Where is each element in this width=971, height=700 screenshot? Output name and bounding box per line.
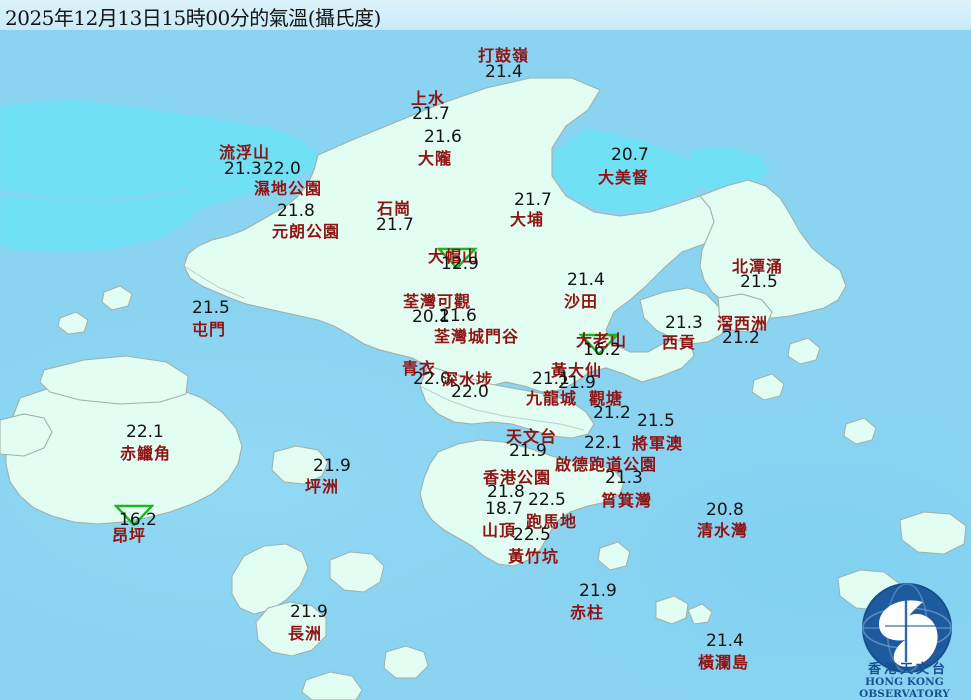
station-name: 跑馬地 <box>526 512 578 531</box>
station-temperature-value: 21.7 <box>514 190 552 210</box>
station-name: 大隴 <box>418 149 453 168</box>
station-temperature-value: 21.3 <box>665 313 703 333</box>
high-altitude-station-marker-icon <box>114 504 154 526</box>
station-temperature-value: 21.8 <box>277 201 315 221</box>
station-name: 青衣 <box>402 359 437 378</box>
logo-name-chinese: 香港天文台 <box>867 662 948 677</box>
station-temperature-value: 21.9 <box>579 581 617 601</box>
station-temperature-value: 20.8 <box>706 500 744 520</box>
station-name: 黃竹坑 <box>508 547 560 566</box>
landmass-kowloon <box>419 365 595 439</box>
high-altitude-station-marker-icon <box>579 333 619 355</box>
landmass-hong-kong-island <box>419 439 625 567</box>
station-name: 荃灣城門谷 <box>434 327 520 346</box>
page-title: 2025年12月13日15時00分的氣溫(攝氏度) <box>5 6 381 30</box>
station-name: 沙田 <box>564 292 599 311</box>
station-name: 長洲 <box>288 624 323 643</box>
shallow-water-areas <box>0 100 770 252</box>
station-name: 濕地公園 <box>254 179 323 198</box>
station-temperature-value: 18.7 <box>485 499 523 519</box>
landmass-sai-kung <box>639 179 847 345</box>
station-name: 將軍澳 <box>632 434 684 453</box>
station-temperature-value: 21.9 <box>509 441 547 461</box>
high-altitude-station-marker-icon <box>437 247 477 269</box>
station-name: 清水灣 <box>697 521 749 540</box>
station-temperature-value: 21.4 <box>567 270 605 290</box>
station-temperature-value: 21.3 <box>605 468 643 488</box>
station-name: 天文台 <box>506 427 558 446</box>
station-temperature-value: 21.3 <box>224 159 262 179</box>
hko-globe-logo <box>862 583 952 673</box>
station-name: 昂坪 <box>112 526 147 545</box>
station-temperature-value: 21.7 <box>412 104 450 124</box>
station-temperature-value: 16.2 <box>583 340 621 360</box>
station-name: 大帽山 <box>428 247 480 266</box>
station-temperature-value: 21.9 <box>558 373 596 393</box>
station-temperature-value: 21.4 <box>706 631 744 651</box>
station-temperature-value: 21.2 <box>593 403 631 423</box>
station-temperature-value: 21.2 <box>722 328 760 348</box>
coastline-detail <box>183 175 621 431</box>
station-temperature-value: 21.1 <box>532 369 570 389</box>
station-temperature-value: 21.6 <box>439 306 477 326</box>
logo-name-english: HONG KONG OBSERVATORY <box>859 676 950 700</box>
station-name: 九龍城 <box>526 389 578 408</box>
station-temperature-value: 22.1 <box>584 433 622 453</box>
station-name: 上水 <box>411 89 446 108</box>
station-temperature-value: 12.9 <box>441 254 479 274</box>
station-name: 黃大仙 <box>551 361 603 380</box>
station-temperature-value: 21.7 <box>376 215 414 235</box>
station-name: 山頂 <box>482 521 517 540</box>
station-name: 坪洲 <box>305 477 340 496</box>
station-name: 香港公園 <box>483 468 552 487</box>
station-name: 深水埗 <box>442 370 494 389</box>
title-bar <box>0 0 971 30</box>
station-name: 北潭涌 <box>732 257 784 276</box>
station-name: 元朗公園 <box>272 222 341 241</box>
station-temperature-value: 20.1 <box>412 307 450 327</box>
landmass-lantau <box>0 379 243 525</box>
station-name: 觀塘 <box>589 389 624 408</box>
station-name: 流浮山 <box>219 143 271 162</box>
station-temperature-value: 22.1 <box>126 422 164 442</box>
station-name: 大埔 <box>510 210 545 229</box>
station-name: 橫瀾島 <box>698 653 750 672</box>
station-name: 赤柱 <box>570 603 605 622</box>
station-temperature-value: 21.8 <box>487 482 525 502</box>
station-name: 西貢 <box>662 333 697 352</box>
station-temperature-value: 21.6 <box>424 127 462 147</box>
station-name: 滘西洲 <box>717 314 769 333</box>
station-temperature-value: 22.0 <box>413 369 451 389</box>
station-temperature-value: 22.5 <box>513 525 551 545</box>
station-name: 啟德跑道公園 <box>555 455 658 474</box>
landmass-chek-lap-kok <box>39 355 189 405</box>
station-name: 赤鱲角 <box>120 444 172 463</box>
station-name: 大美督 <box>598 168 650 187</box>
station-name: 荃灣可觀 <box>403 292 472 311</box>
station-temperature-value: 22.0 <box>263 159 301 179</box>
station-temperature-value: 20.7 <box>611 145 649 165</box>
station-name: 大老山 <box>576 331 628 350</box>
station-temperature-value: 22.5 <box>528 490 566 510</box>
station-name: 屯門 <box>192 320 227 339</box>
station-temperature-value: 21.5 <box>740 272 778 292</box>
station-name: 石崗 <box>377 199 412 218</box>
station-name: 筲箕灣 <box>601 491 653 510</box>
station-temperature-value: 21.9 <box>290 602 328 622</box>
station-temperature-value: 21.9 <box>313 456 351 476</box>
station-temperature-value: 21.5 <box>637 411 675 431</box>
station-temperature-value: 21.5 <box>192 298 230 318</box>
station-temperature-value: 22.0 <box>451 382 489 402</box>
station-name: 打鼓嶺 <box>478 46 530 65</box>
station-temperature-value: 16.2 <box>119 510 157 530</box>
station-temperature-value: 21.4 <box>485 62 523 82</box>
